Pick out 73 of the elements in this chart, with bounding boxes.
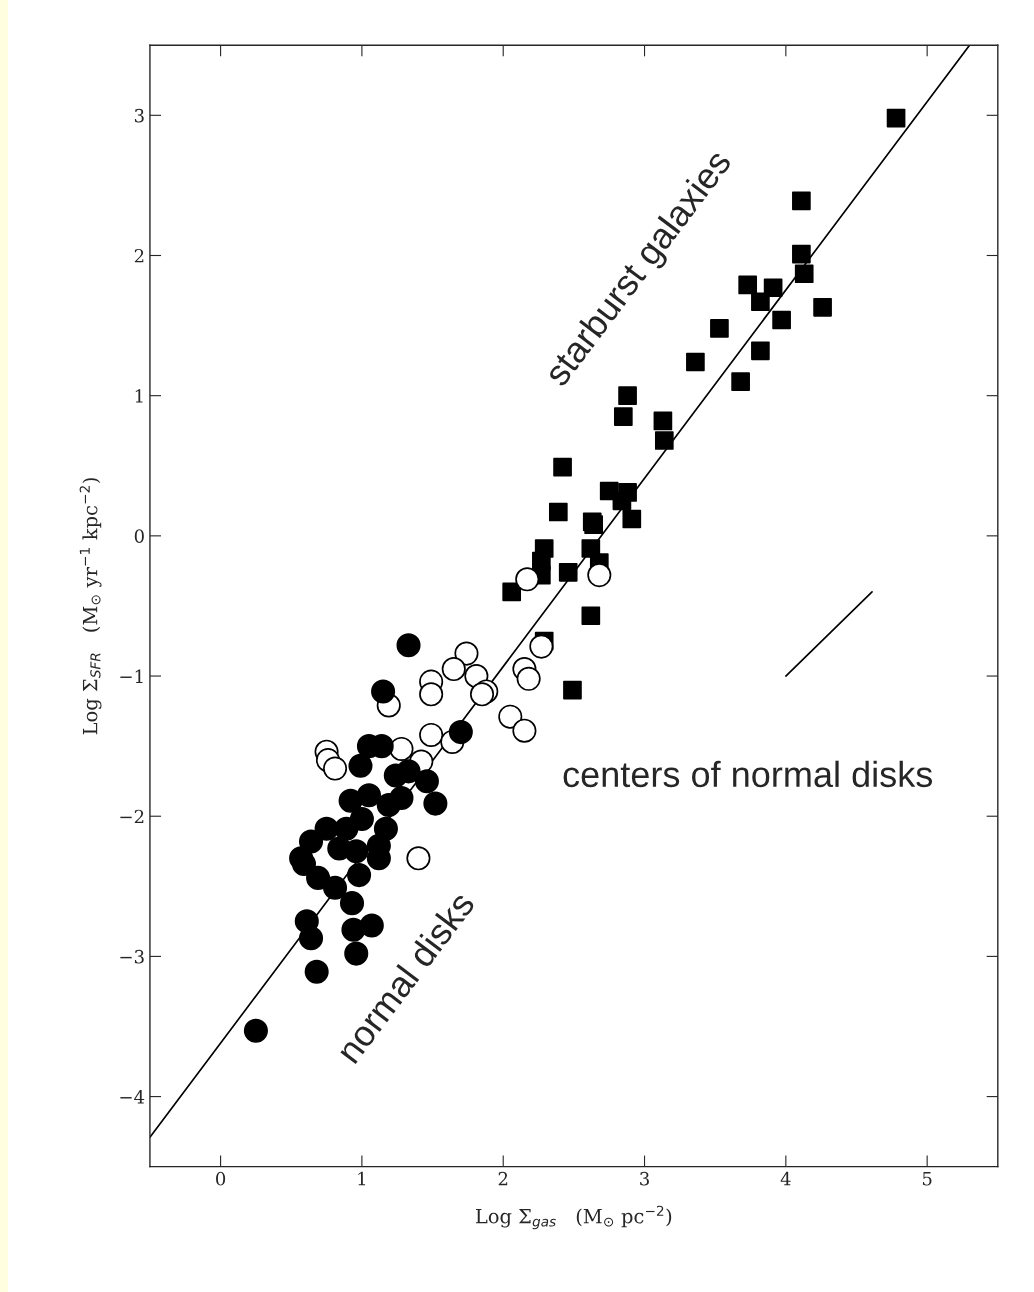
point [419,682,444,707]
point [612,491,632,511]
y-tick-label: −3 [120,949,144,964]
point [710,319,729,338]
point [323,756,348,781]
point [327,836,352,861]
point [516,666,541,691]
point [298,829,324,854]
point [406,846,431,871]
point [304,959,329,984]
point [334,816,359,841]
point [763,278,783,298]
point [359,913,384,938]
point [529,634,554,659]
point [751,292,770,312]
point [653,411,673,431]
x-tick-label: 3 [640,1171,649,1186]
point [243,1018,268,1043]
point [414,769,439,794]
point [794,264,814,284]
y-tick-label: 2 [134,248,144,263]
point [813,298,832,317]
point [515,567,540,592]
point [502,582,522,602]
point [469,682,495,707]
y-tick-label: −4 [120,1090,145,1104]
point [792,191,811,211]
point [298,926,324,951]
point [339,891,365,916]
point [396,633,421,658]
point [563,680,582,700]
point [654,431,674,450]
point [553,457,572,477]
point [751,341,770,361]
point [618,386,637,406]
text: Log Σ$_{gas}$ (M$_{⊙}$ pc$^{−2}$) [475,1205,672,1230]
point [441,656,466,682]
point [738,275,758,295]
point [347,863,372,888]
point [686,352,705,372]
point [356,783,381,808]
point [581,606,601,626]
point [558,562,578,582]
point [622,509,642,529]
point [344,941,369,966]
point [371,679,396,704]
point [423,791,448,816]
point [587,563,612,588]
point [512,718,537,743]
y-tick-label: −1 [120,669,143,683]
point [348,753,373,778]
annotation: centers of normal disks [563,760,933,788]
y-tick-label: 3 [134,108,144,123]
text: Log Σ$_{SFR}$ (M$_{⊙}$ yr$^{−1}$ kpc$^{−2}$) [79,478,102,735]
point [448,720,473,745]
point [306,865,331,890]
y-tick-label: 0 [134,529,144,543]
point [613,407,633,427]
x-tick-label: 4 [780,1171,791,1186]
x-tick-label: 2 [498,1171,508,1186]
point [886,108,906,128]
point [548,502,568,522]
y-tick-label: −2 [120,809,144,824]
point [792,244,811,264]
y-tick-label: 1 [135,389,143,403]
point [731,372,750,391]
point [772,310,791,330]
point [376,792,401,818]
x-tick-label: 1 [358,1171,366,1186]
x-tick-label: 5 [922,1172,932,1186]
point [396,759,421,784]
point [323,875,348,900]
x-tick-label: 0 [216,1171,226,1186]
